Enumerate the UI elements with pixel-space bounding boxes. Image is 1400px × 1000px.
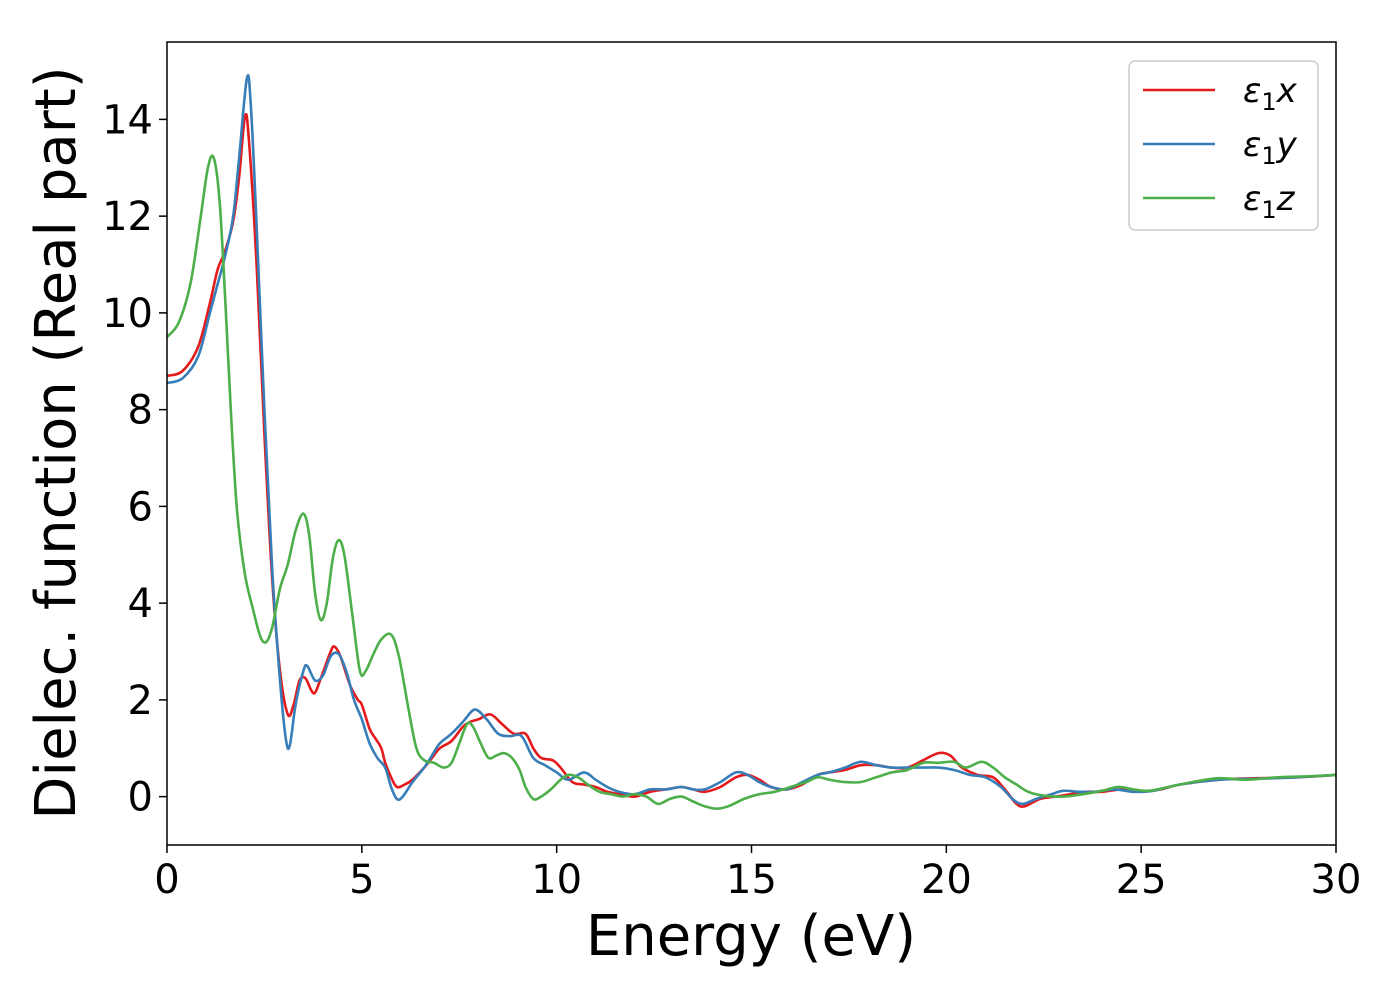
legend-label-z: ε1z	[1243, 179, 1296, 224]
y-tick-label: 2	[128, 678, 153, 724]
x-axis-label: Energy (eV)	[586, 904, 916, 969]
y-tick-label: 6	[128, 484, 153, 530]
x-tick-label: 10	[531, 857, 582, 903]
y-tick-label: 0	[128, 775, 153, 821]
y-axis-label: Dielec. function (Real part)	[24, 66, 89, 819]
y-tick-label: 4	[128, 581, 153, 627]
x-tick-label: 20	[921, 857, 972, 903]
series-line-x	[167, 112, 1336, 808]
y-tick-label: 14	[102, 97, 153, 143]
legend-box	[1128, 60, 1319, 231]
x-tick-label: 0	[154, 857, 179, 903]
y-tick-label: 12	[102, 194, 153, 240]
y-tick-label: 10	[102, 291, 153, 337]
x-tick-label: 5	[349, 857, 374, 903]
series-line-z	[167, 154, 1336, 810]
legend-label-y: ε1y	[1243, 125, 1298, 170]
x-tick-label: 25	[1116, 857, 1167, 903]
x-tick-label: 30	[1311, 857, 1362, 903]
y-tick-label: 8	[128, 388, 153, 434]
series-line-y	[167, 73, 1336, 806]
legend-label-x: ε1x	[1243, 71, 1298, 116]
x-axis: 0 5 10 15 20 25 30	[154, 845, 1361, 903]
y-axis: 0 2 4 6 8 10 12 14	[102, 97, 167, 821]
legend: ε1x ε1y ε1z	[1128, 60, 1319, 231]
series-layer	[167, 73, 1336, 810]
x-tick-label: 15	[726, 857, 777, 903]
